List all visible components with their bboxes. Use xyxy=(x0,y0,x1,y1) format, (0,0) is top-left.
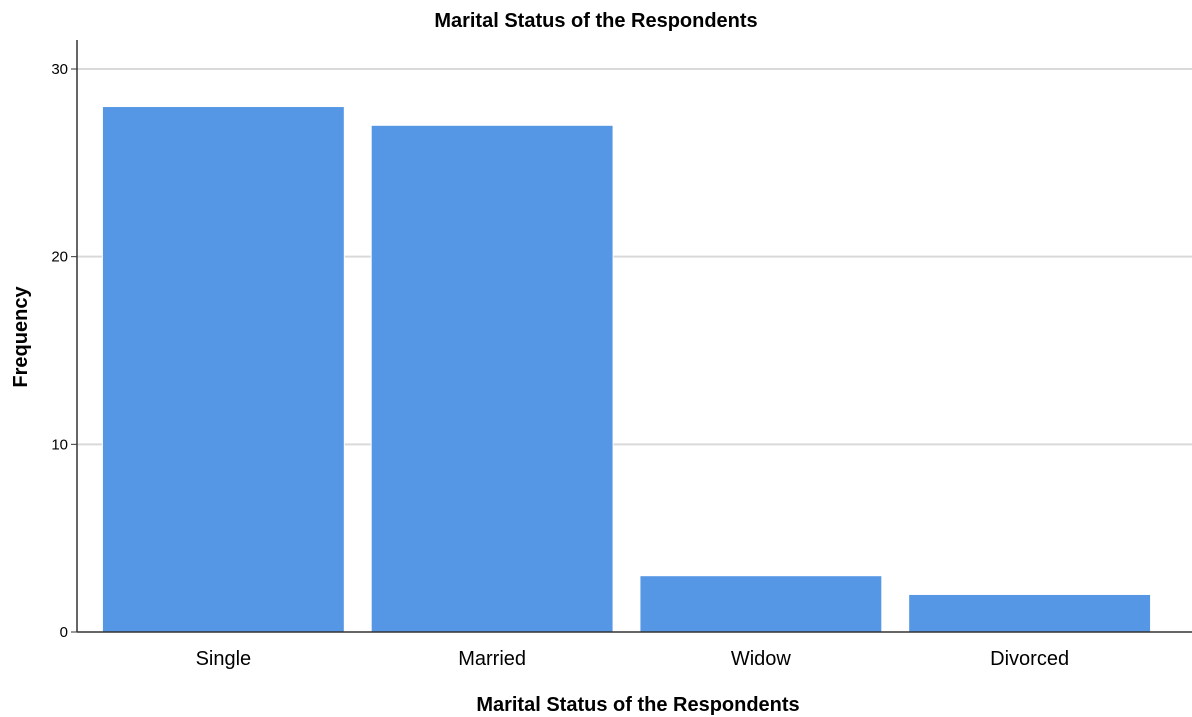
x-tick-label: Single xyxy=(196,648,252,670)
y-tick-label: 0 xyxy=(60,624,68,641)
x-tick-label: Divorced xyxy=(990,648,1069,670)
chart-title: Marital Status of the Respondents xyxy=(434,10,757,32)
bar-widow xyxy=(639,575,883,633)
y-tick-label: 30 xyxy=(51,61,68,78)
y-tick-labels: 0 10 20 30 xyxy=(51,61,77,641)
x-tick-label: Married xyxy=(458,648,526,670)
y-tick-label: 20 xyxy=(51,249,68,266)
x-axis-label: Marital Status of the Respondents xyxy=(476,694,799,716)
bar-divorced xyxy=(908,593,1152,633)
y-tick-label: 10 xyxy=(51,436,68,453)
bars xyxy=(101,106,1152,633)
x-tick-label: Widow xyxy=(731,648,792,670)
bar-single xyxy=(101,106,345,633)
y-axis-label: Frequency xyxy=(10,286,32,388)
bar-married xyxy=(370,124,614,633)
x-tick-labels: Single Married Widow Divorced xyxy=(196,648,1070,670)
